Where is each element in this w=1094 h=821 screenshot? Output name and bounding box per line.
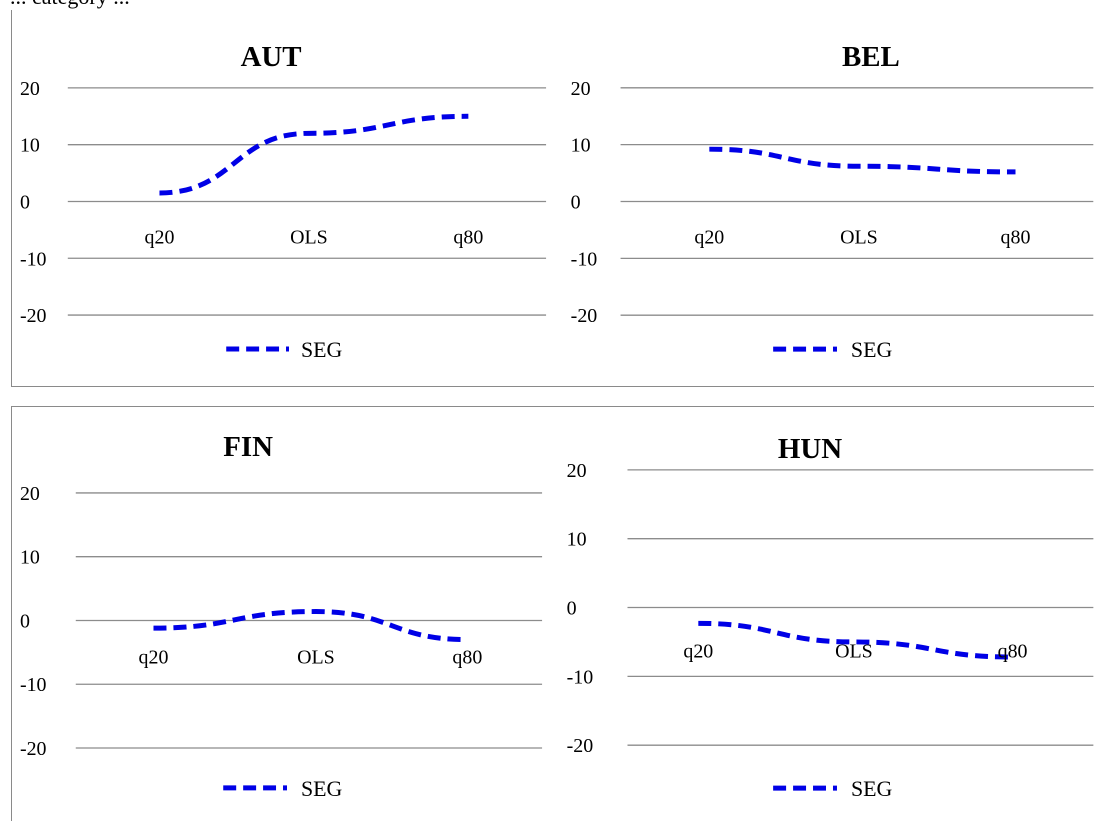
x-tick-label: q20 [683,640,713,662]
x-tick-label: q80 [998,640,1028,662]
x-tick-label: OLS [835,640,873,662]
series-line-seg [153,609,468,643]
y-tick-label: -10 [20,248,47,270]
chart-title: AUT [241,41,302,73]
chart-hun: 20 10 0 -10 -20 HUN q20 OLS q80 SEG [567,433,1094,801]
x-tick-label: OLS [840,226,878,248]
y-tick-label: 20 [571,78,591,100]
x-tick-label: q20 [145,226,175,248]
y-tick-label: 20 [20,483,40,505]
x-tick-label: OLS [297,646,335,668]
y-tick-label: -10 [20,674,47,696]
chart-panel-bel: 20 10 0 -10 -20 BEL q20 OLS q80 SEG [566,10,1094,387]
x-tick-label: q20 [694,226,724,248]
chart-title: FIN [223,431,273,463]
y-tick-label: 0 [567,597,577,619]
y-tick-label: -20 [567,735,594,757]
chart-title: HUN [778,433,842,465]
y-tick-label: -10 [567,666,594,688]
y-tick-label: 10 [20,547,40,569]
y-tick-label: 0 [571,191,581,213]
x-tick-label: q80 [1001,226,1031,248]
y-tick-label: 0 [20,191,30,213]
y-tick-label: 20 [567,460,587,482]
series-line-seg [159,113,469,196]
y-tick-label: 10 [571,135,591,157]
y-tick-label: 20 [20,78,40,100]
chart-title: BEL [842,41,900,73]
y-tick-label: -20 [20,738,47,760]
y-tick-label: 10 [20,135,40,157]
chart-panel-hun: 20 10 0 -10 -20 HUN q20 OLS q80 SEG [562,406,1094,821]
legend-label: SEG [851,337,893,362]
caption-fragment: ... category ... [10,0,130,10]
y-tick-label: -20 [20,305,47,327]
x-tick-label: q80 [452,646,482,668]
series-line-seg [698,620,1013,660]
chart-aut: 20 10 0 -10 -20 AUT q20 OLS q80 SEG [20,41,547,362]
chart-fin: 20 10 0 -10 -20 FIN q20 OLS q80 SEG [20,431,543,801]
legend-label: SEG [301,776,343,801]
series-line-seg [709,146,1016,175]
chart-bel: 20 10 0 -10 -20 BEL q20 OLS q80 SEG [571,41,1094,362]
y-tick-label: -10 [571,248,598,270]
x-tick-label: q20 [139,646,169,668]
legend-label: SEG [301,337,343,362]
x-tick-label: q80 [453,226,483,248]
y-tick-label: 0 [20,610,30,632]
legend-label: SEG [851,776,893,801]
y-tick-label: 10 [567,529,587,551]
chart-panel-fin: 20 10 0 -10 -20 FIN q20 OLS q80 SEG [11,406,563,821]
y-tick-label: -20 [571,305,598,327]
chart-panel-aut: 20 10 0 -10 -20 AUT q20 OLS q80 SEG [11,10,567,387]
x-tick-label: OLS [290,226,328,248]
